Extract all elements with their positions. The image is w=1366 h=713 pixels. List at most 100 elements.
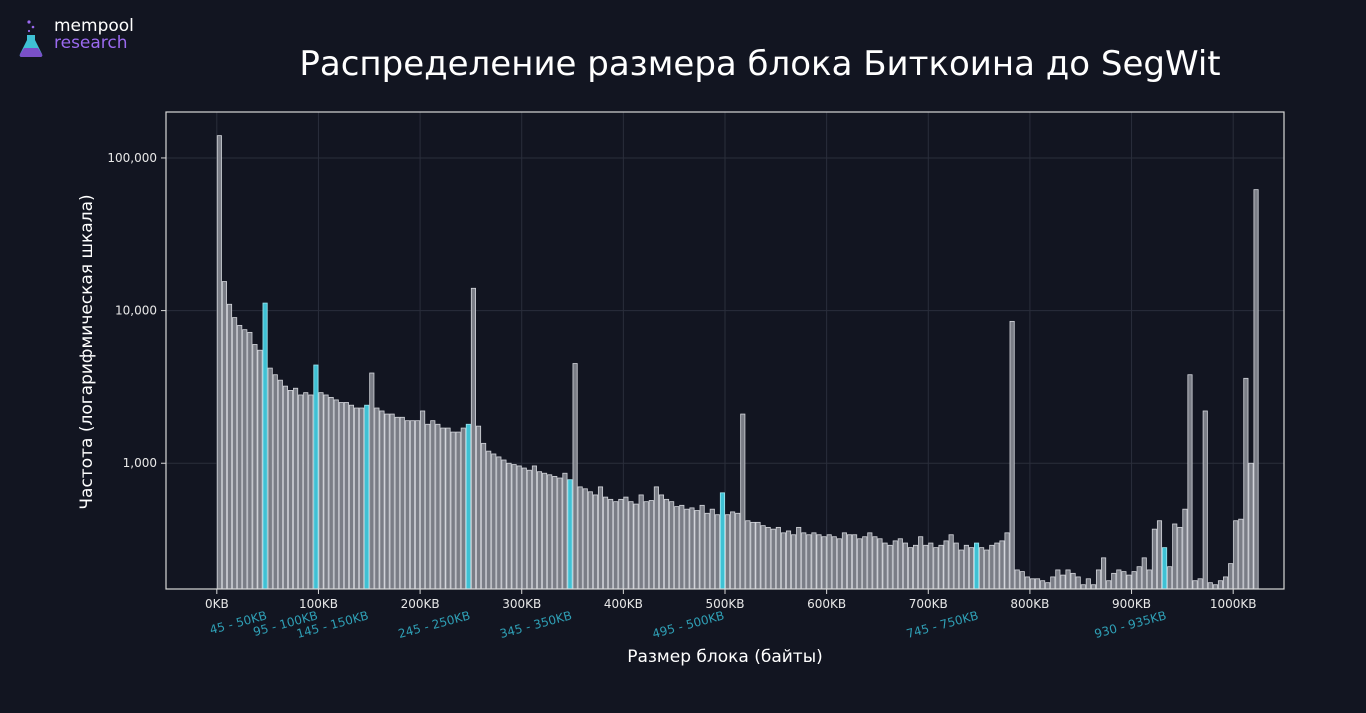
highlight-bar	[719, 492, 725, 590]
histogram-bar	[287, 390, 294, 590]
histogram-bar	[491, 453, 497, 590]
histogram-bar	[770, 528, 776, 590]
histogram-bar	[953, 542, 959, 590]
histogram-bar	[1085, 578, 1091, 590]
histogram-bar	[303, 392, 309, 590]
histogram-bar	[1177, 526, 1183, 590]
histogram-bar	[907, 547, 914, 590]
histogram-bar	[653, 486, 659, 590]
histogram-bar	[1075, 576, 1081, 590]
histogram-bar	[572, 363, 578, 590]
histogram-bar	[399, 416, 405, 590]
histogram-bar	[872, 536, 878, 590]
histogram-bar	[745, 520, 751, 590]
histogram-bar	[425, 423, 431, 590]
histogram-bar	[1223, 576, 1229, 590]
histogram-bar	[699, 504, 705, 590]
histogram-bar	[603, 496, 609, 590]
histogram-bar	[267, 367, 273, 590]
histogram-bar	[1136, 566, 1142, 590]
histogram-bar	[1055, 569, 1061, 590]
grid-lines	[166, 112, 1284, 589]
histogram-bar	[775, 526, 781, 590]
histogram-bar	[1131, 571, 1137, 590]
histogram-bar	[542, 472, 548, 590]
highlight-bar	[313, 364, 319, 590]
histogram-bar	[582, 488, 588, 590]
histogram-bar	[608, 498, 614, 590]
histogram-bar	[1207, 582, 1213, 590]
histogram-bar	[450, 431, 456, 590]
histogram-bar	[440, 427, 446, 590]
histogram-bar	[648, 500, 654, 590]
histogram-bar	[221, 281, 227, 590]
histogram-bar	[811, 532, 817, 590]
histogram-bar	[1141, 557, 1147, 590]
y-axis-ticks: 1,000 10,000 100,000	[107, 151, 166, 470]
histogram-bar	[597, 486, 604, 590]
histogram-bar	[577, 486, 583, 590]
histogram-bar	[887, 544, 893, 590]
histogram-bar	[1004, 532, 1010, 590]
x-axis-ticks: 0KB 100KB 200KB 300KB 400KB 500KB 600KB 700KB 80…	[205, 589, 1257, 611]
histogram-bar	[1197, 578, 1203, 590]
histogram-bar	[1080, 584, 1086, 590]
histogram-bar	[709, 508, 715, 590]
histogram-bar	[892, 540, 898, 590]
histogram-bar	[674, 506, 680, 590]
histogram-bar	[1187, 374, 1193, 590]
x-axis-title: Размер блока (байты)	[627, 647, 823, 667]
histogram-bar	[1040, 580, 1046, 590]
histogram-bar	[1009, 320, 1015, 590]
highlight-range-label: 495 - 500KB	[651, 608, 726, 641]
histogram-bar	[557, 477, 563, 590]
x-tick-label: 800KB	[1010, 597, 1049, 611]
histogram-bar	[1034, 578, 1041, 590]
histogram-bar	[1182, 508, 1188, 590]
histogram-bar	[669, 501, 675, 590]
histogram-bar	[765, 526, 771, 590]
histogram-bar	[780, 532, 786, 590]
histogram-bar	[882, 542, 888, 590]
histogram-bar	[994, 542, 1000, 590]
histogram-bar	[531, 465, 537, 590]
y-tick-label: 1,000	[123, 456, 157, 470]
highlight-range-label: 745 - 750KB	[905, 608, 980, 641]
histogram-bar	[272, 374, 278, 590]
histogram-bar	[318, 392, 324, 590]
histogram-bar	[486, 450, 492, 590]
histogram-bar	[796, 526, 802, 590]
histogram-bar	[943, 540, 949, 590]
histogram-bar	[628, 501, 634, 590]
histogram-bar	[1146, 569, 1152, 590]
chart-title: Распределение размера блока Биткоина до …	[299, 44, 1221, 84]
highlight-range-label: 930 - 935KB	[1093, 608, 1168, 641]
flask-icon	[19, 20, 43, 57]
histogram-bar	[293, 387, 299, 590]
histogram-bar	[979, 547, 985, 590]
histogram-bar	[664, 498, 670, 590]
histogram-bar	[1202, 410, 1208, 590]
histogram-bar	[831, 536, 837, 590]
highlight-range-label: 345 - 350KB	[498, 608, 573, 641]
x-tick-label: 500KB	[705, 597, 744, 611]
histogram-bar	[658, 494, 665, 590]
histogram-bar	[1070, 572, 1076, 590]
highlight-bar	[262, 302, 268, 590]
histogram-bar	[989, 544, 995, 590]
x-tick-label: 400KB	[604, 597, 643, 611]
x-tick-label: 1000KB	[1210, 597, 1257, 611]
histogram-bar	[1151, 528, 1157, 590]
histogram-bar	[801, 532, 807, 590]
histogram-bar	[389, 413, 395, 590]
histogram-bar	[821, 536, 827, 590]
histogram-bar	[1212, 584, 1218, 590]
histogram-bar	[384, 413, 390, 590]
histogram-bar	[516, 465, 522, 590]
histogram-bar	[1095, 569, 1102, 590]
histogram-bar	[984, 549, 990, 590]
histogram-bar	[1121, 571, 1127, 590]
histogram-bar	[1014, 569, 1020, 590]
highlight-bar	[567, 479, 573, 590]
